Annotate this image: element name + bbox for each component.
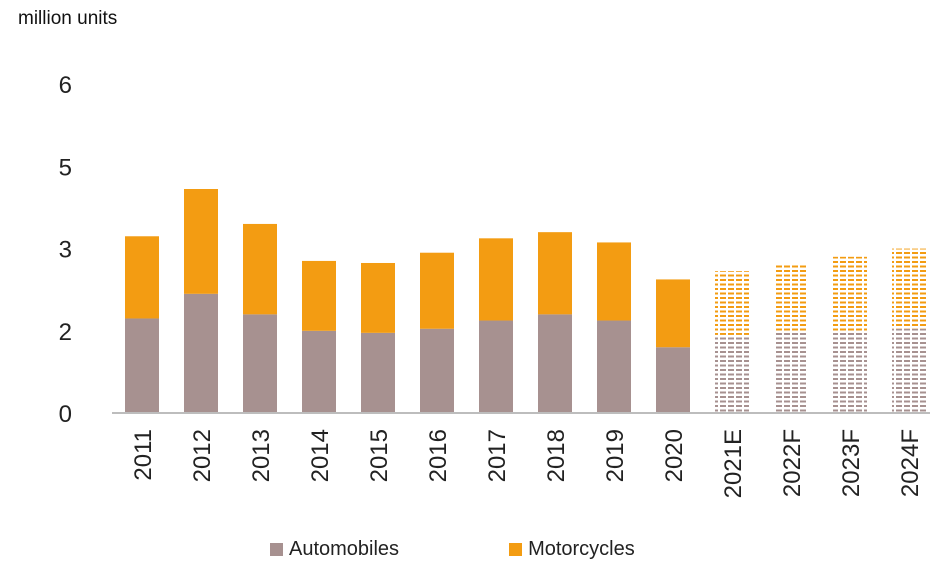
bar-automobiles-2011 bbox=[125, 318, 159, 413]
bar-motorcycles-2022f bbox=[774, 265, 808, 333]
x-tick-label: 2020 bbox=[661, 429, 688, 482]
y-axis-ticks: 0 2 3 5 6 bbox=[59, 72, 72, 428]
bar-automobiles-2018 bbox=[538, 314, 572, 413]
y-tick-label: 5 bbox=[59, 154, 72, 181]
bar-automobiles-2021e bbox=[715, 334, 749, 413]
x-tick-label: 2013 bbox=[248, 429, 275, 482]
bar-automobiles-2020 bbox=[656, 347, 690, 413]
bar-automobiles-2023f bbox=[833, 330, 867, 413]
bar-motorcycles-2018 bbox=[538, 232, 572, 315]
bar-motorcycles-2015 bbox=[361, 262, 395, 333]
bar-automobiles-2024f bbox=[892, 328, 926, 413]
y-tick-label: 2 bbox=[59, 319, 72, 346]
legend-label-motorcycles: Motorcycles bbox=[528, 538, 635, 560]
y-tick-label: 0 bbox=[59, 401, 72, 428]
legend-label-automobiles: Automobiles bbox=[289, 538, 400, 560]
bar-motorcycles-2011 bbox=[125, 236, 159, 319]
legend: Automobiles Motorcycles bbox=[270, 538, 635, 561]
x-tick-label: 2021E bbox=[720, 429, 747, 498]
x-tick-label: 2019 bbox=[602, 429, 629, 482]
bars bbox=[125, 189, 926, 413]
x-tick-label: 2018 bbox=[543, 429, 570, 482]
y-tick-label: 6 bbox=[59, 72, 72, 99]
bar-automobiles-2016 bbox=[420, 328, 454, 413]
bar-motorcycles-2013 bbox=[243, 223, 277, 315]
y-tick-label: 3 bbox=[59, 237, 72, 264]
legend-item-automobiles: Automobiles bbox=[270, 538, 399, 561]
bar-automobiles-2015 bbox=[361, 332, 395, 413]
bar-motorcycles-2017 bbox=[479, 238, 513, 321]
legend-item-motorcycles: Motorcycles bbox=[509, 538, 635, 561]
bar-motorcycles-2016 bbox=[420, 252, 454, 329]
bar-automobiles-2013 bbox=[243, 314, 277, 413]
bar-motorcycles-2019 bbox=[597, 242, 631, 321]
x-tick-label: 2012 bbox=[189, 429, 216, 482]
y-axis-unit-label: million units bbox=[18, 8, 118, 29]
bar-automobiles-2014 bbox=[302, 330, 336, 413]
bar-automobiles-2022f bbox=[774, 332, 808, 413]
bar-motorcycles-2012 bbox=[184, 189, 218, 294]
bar-motorcycles-2014 bbox=[302, 260, 336, 331]
legend-swatch-automobiles bbox=[270, 543, 283, 556]
x-tick-label: 2023F bbox=[838, 429, 865, 497]
bar-motorcycles-2021e bbox=[715, 271, 749, 335]
bar-motorcycles-2024f bbox=[892, 248, 926, 329]
x-tick-label: 2016 bbox=[425, 429, 452, 482]
x-tick-label: 2014 bbox=[307, 429, 334, 482]
x-tick-label: 2015 bbox=[366, 429, 393, 482]
bar-automobiles-2012 bbox=[184, 293, 218, 413]
x-tick-label: 2024F bbox=[897, 429, 924, 497]
bar-motorcycles-2023f bbox=[833, 256, 867, 331]
x-tick-label: 2022F bbox=[779, 429, 806, 497]
x-tick-label: 2017 bbox=[484, 429, 511, 482]
legend-swatch-motorcycles bbox=[509, 543, 523, 556]
x-tick-label: 2011 bbox=[130, 429, 157, 481]
x-axis-tick-labels: 2011 2012 2013 2014 2015 2016 2017 2018 2019 2020… bbox=[130, 429, 924, 498]
bar-automobiles-2019 bbox=[597, 320, 631, 413]
bar-motorcycles-2020 bbox=[656, 279, 690, 348]
bar-automobiles-2017 bbox=[479, 320, 513, 413]
